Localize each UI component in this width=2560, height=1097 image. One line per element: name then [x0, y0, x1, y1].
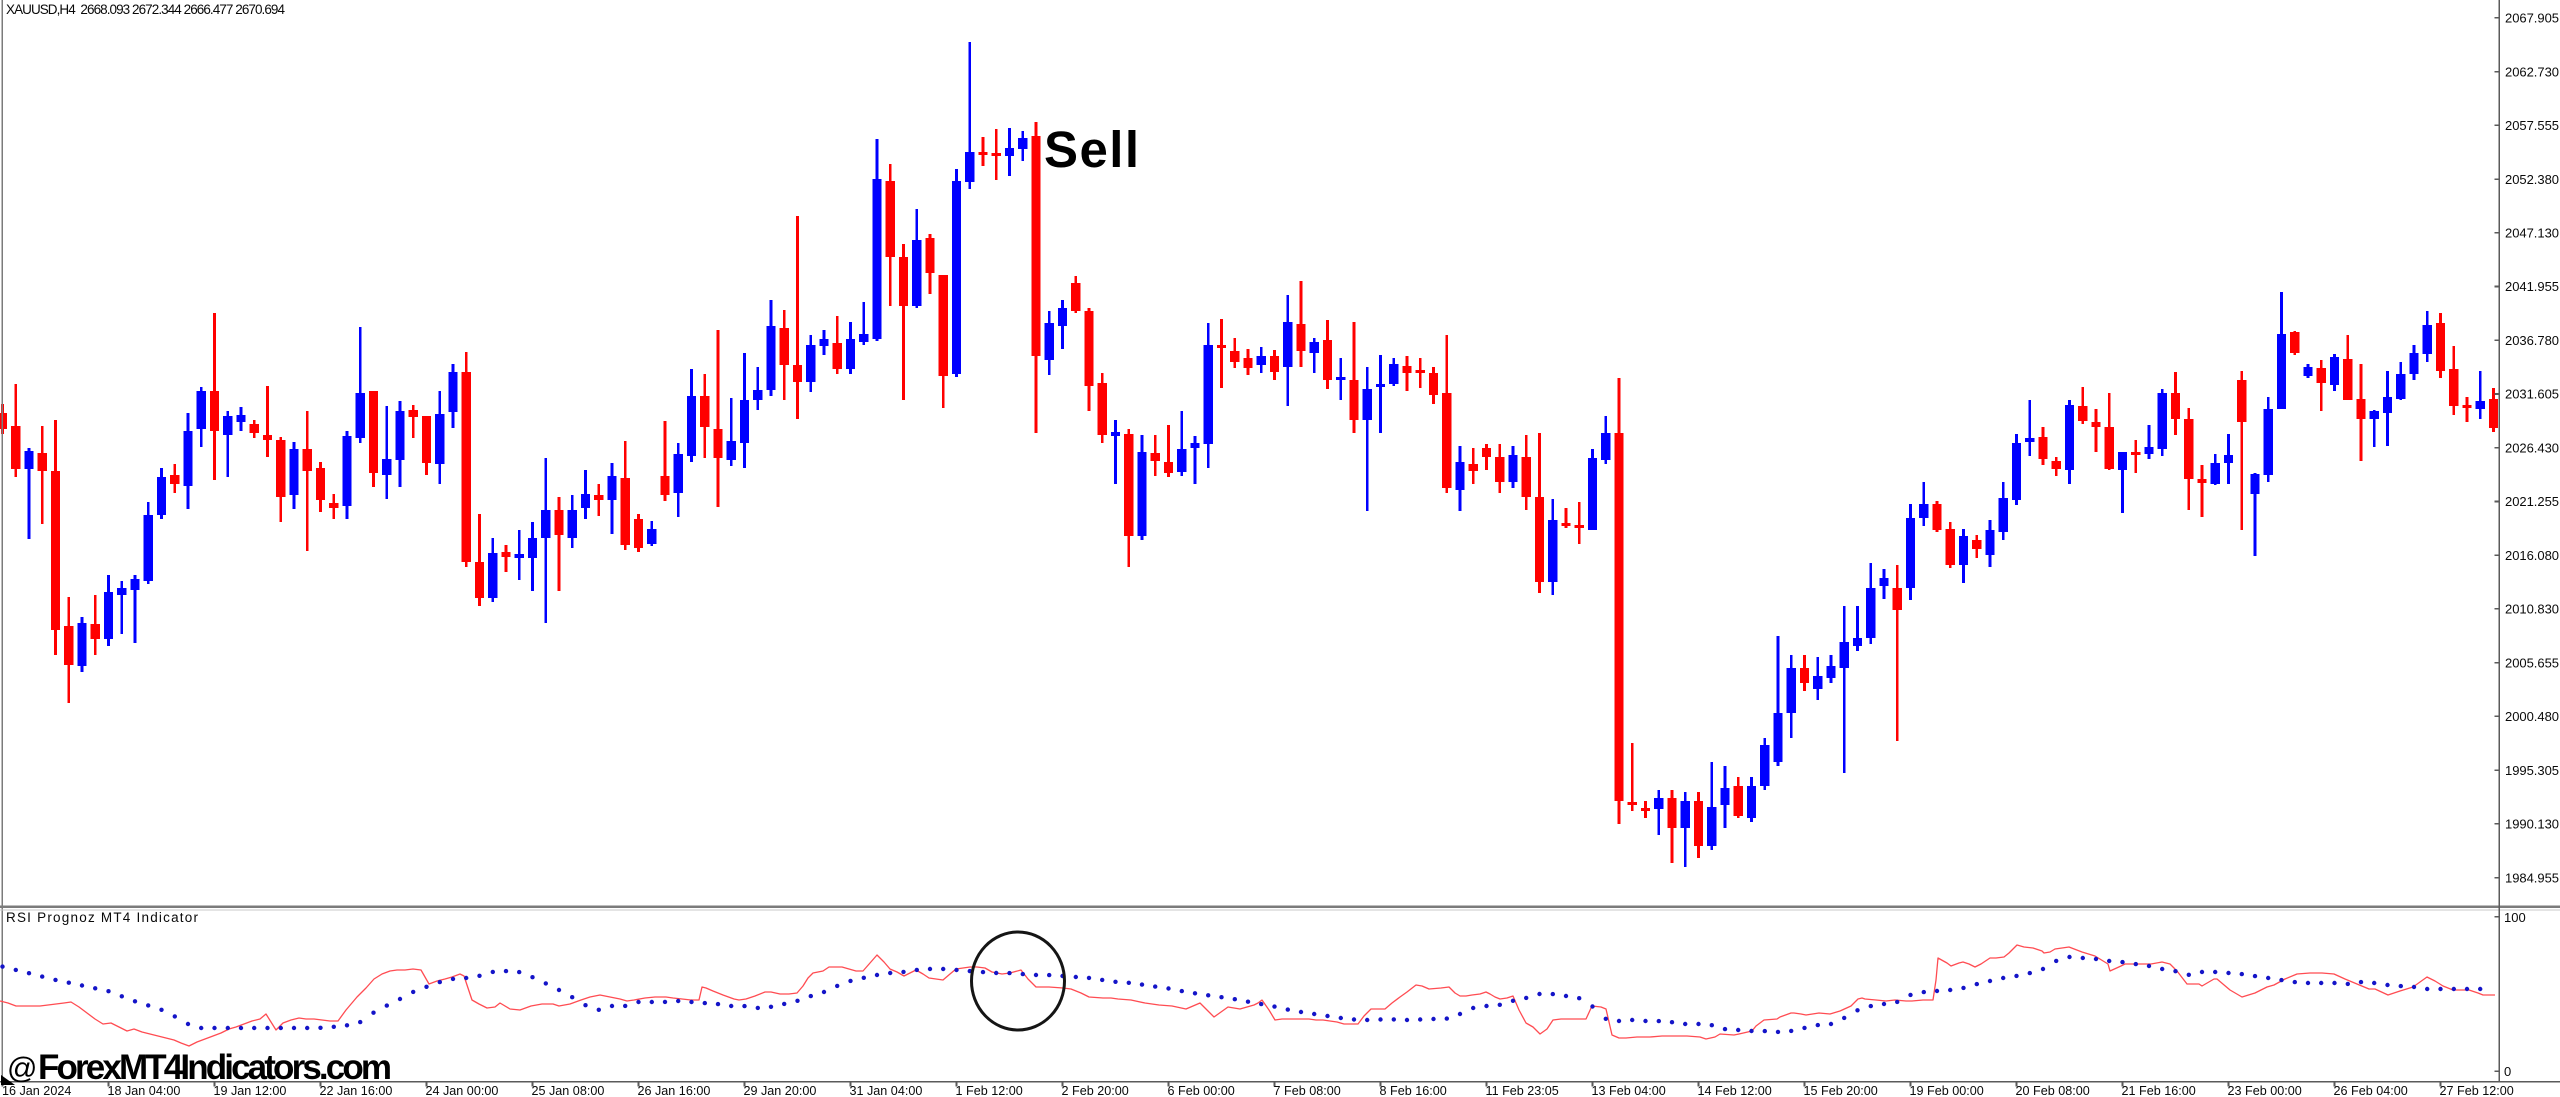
svg-text:2057.555: 2057.555 — [2505, 118, 2559, 133]
svg-text:2041.955: 2041.955 — [2505, 279, 2559, 294]
svg-text:23 Feb 00:00: 23 Feb 00:00 — [2228, 1084, 2302, 1097]
svg-text:100: 100 — [2504, 910, 2526, 925]
svg-text:2052.380: 2052.380 — [2505, 172, 2559, 187]
svg-text:19 Jan 12:00: 19 Jan 12:00 — [214, 1084, 287, 1097]
svg-text:26 Feb 04:00: 26 Feb 04:00 — [2334, 1084, 2408, 1097]
svg-text:2 Feb 20:00: 2 Feb 20:00 — [1062, 1084, 1129, 1097]
svg-text:2010.830: 2010.830 — [2505, 602, 2559, 617]
svg-text:7 Feb 08:00: 7 Feb 08:00 — [1274, 1084, 1341, 1097]
svg-text:1 Feb 12:00: 1 Feb 12:00 — [956, 1084, 1023, 1097]
svg-text:27 Feb 12:00: 27 Feb 12:00 — [2440, 1084, 2514, 1097]
svg-text:0: 0 — [2504, 1064, 2511, 1079]
svg-text:ForexMT4Indicators.com: ForexMT4Indicators.com — [38, 1048, 392, 1087]
svg-text:2062.730: 2062.730 — [2505, 64, 2559, 79]
svg-text:11 Feb 23:05: 11 Feb 23:05 — [1486, 1084, 1559, 1097]
svg-text:25 Jan 08:00: 25 Jan 08:00 — [532, 1084, 605, 1097]
svg-text:Sell: Sell — [1044, 121, 1139, 178]
svg-text:26 Jan 16:00: 26 Jan 16:00 — [638, 1084, 711, 1097]
svg-text:6 Feb 00:00: 6 Feb 00:00 — [1168, 1084, 1235, 1097]
svg-text:2000.480: 2000.480 — [2505, 709, 2559, 724]
svg-text:2047.130: 2047.130 — [2505, 226, 2559, 241]
svg-text:2021.255: 2021.255 — [2505, 494, 2559, 509]
svg-text:2026.430: 2026.430 — [2505, 440, 2559, 455]
svg-text:14 Feb 12:00: 14 Feb 12:00 — [1698, 1084, 1772, 1097]
svg-text:RSI Prognoz MT4 Indicator: RSI Prognoz MT4 Indicator — [6, 910, 199, 925]
svg-text:19 Feb 00:00: 19 Feb 00:00 — [1910, 1084, 1984, 1097]
svg-text:2005.655: 2005.655 — [2505, 655, 2559, 670]
svg-text:15 Feb 20:00: 15 Feb 20:00 — [1804, 1084, 1878, 1097]
svg-text:2031.605: 2031.605 — [2505, 387, 2559, 402]
svg-text:2016.080: 2016.080 — [2505, 548, 2559, 563]
svg-text:18 Jan 04:00: 18 Jan 04:00 — [108, 1084, 181, 1097]
svg-text:29 Jan 20:00: 29 Jan 20:00 — [744, 1084, 817, 1097]
svg-text:8 Feb 16:00: 8 Feb 16:00 — [1380, 1084, 1447, 1097]
svg-text:20 Feb 08:00: 20 Feb 08:00 — [2016, 1084, 2090, 1097]
svg-text:13 Feb 04:00: 13 Feb 04:00 — [1592, 1084, 1666, 1097]
svg-text:22 Jan 16:00: 22 Jan 16:00 — [320, 1084, 393, 1097]
svg-text:16 Jan 2024: 16 Jan 2024 — [2, 1084, 71, 1097]
svg-text:1984.955: 1984.955 — [2505, 870, 2559, 885]
svg-text:1995.305: 1995.305 — [2505, 763, 2559, 778]
svg-text:2067.905: 2067.905 — [2505, 11, 2559, 26]
svg-text:24 Jan 00:00: 24 Jan 00:00 — [426, 1084, 499, 1097]
svg-text:31 Jan 04:00: 31 Jan 04:00 — [850, 1084, 923, 1097]
svg-text:XAUUSD,H4 2668.093 2672.344 2: XAUUSD,H4 2668.093 2672.344 2666.477 267… — [6, 2, 285, 17]
svg-text:21 Feb 16:00: 21 Feb 16:00 — [2122, 1084, 2196, 1097]
svg-text:@: @ — [7, 1052, 37, 1085]
svg-text:2036.780: 2036.780 — [2505, 333, 2559, 348]
svg-text:1990.130: 1990.130 — [2505, 817, 2559, 832]
